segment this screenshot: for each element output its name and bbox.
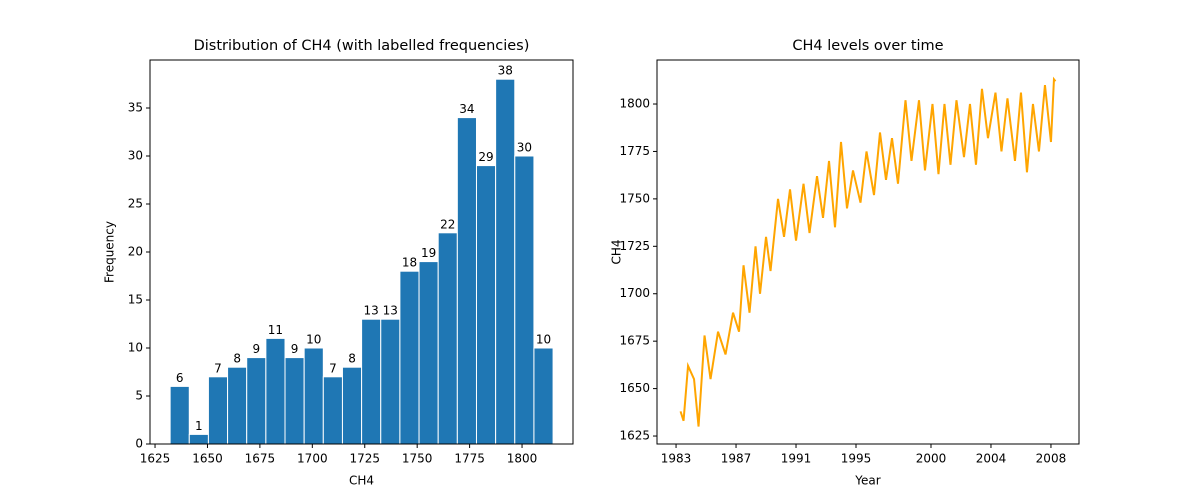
y-tick-label: 1650 xyxy=(619,381,650,395)
y-tick-label: 1750 xyxy=(619,191,650,205)
y-tick-label: 1625 xyxy=(619,429,650,443)
value-label: 10 xyxy=(536,333,551,347)
value-label: 10 xyxy=(306,333,321,347)
y-tick-label: 0 xyxy=(135,437,143,451)
x-tick-label: 1750 xyxy=(402,452,433,466)
y-tick-label: 1800 xyxy=(619,97,650,111)
value-label: 34 xyxy=(459,102,474,116)
y-tick-label: 30 xyxy=(128,149,143,163)
x-axis-label: CH4 xyxy=(349,474,374,488)
y-tick-label: 25 xyxy=(128,197,143,211)
bar xyxy=(169,385,190,445)
value-label: 29 xyxy=(478,150,493,164)
y-axis-label: CH4 xyxy=(610,239,624,264)
bar xyxy=(475,165,497,445)
value-label: 7 xyxy=(214,361,222,375)
value-label: 6 xyxy=(176,371,184,385)
value-label: 8 xyxy=(348,352,356,366)
x-tick-label: 2008 xyxy=(1036,452,1067,466)
chart-title: CH4 levels over time xyxy=(792,38,943,54)
y-tick-label: 20 xyxy=(128,245,143,259)
bar xyxy=(399,270,420,445)
x-tick-label: 1983 xyxy=(661,452,692,466)
bar xyxy=(322,376,343,445)
y-tick-label: 5 xyxy=(135,389,143,403)
bar xyxy=(380,318,401,445)
chart-title: Distribution of CH4 (with labelled frequ… xyxy=(194,38,530,54)
bar xyxy=(246,357,267,445)
y-tick-label: 35 xyxy=(128,101,143,115)
value-label: 38 xyxy=(498,64,513,78)
x-tick-label: 1650 xyxy=(192,452,223,466)
bar xyxy=(495,78,516,445)
value-label: 9 xyxy=(252,342,260,356)
x-axis-label: Year xyxy=(854,474,880,488)
y-tick-label: 1700 xyxy=(619,286,650,300)
x-tick-label: 1800 xyxy=(507,452,538,466)
bar xyxy=(418,261,439,445)
bar xyxy=(514,155,535,445)
bar xyxy=(284,357,305,445)
y-tick-label: 1725 xyxy=(619,239,650,253)
value-label: 13 xyxy=(364,304,379,318)
value-label: 9 xyxy=(291,342,299,356)
value-label: 19 xyxy=(421,246,436,260)
y-tick-label: 1675 xyxy=(619,334,650,348)
value-label: 30 xyxy=(517,141,532,155)
bar xyxy=(437,232,458,445)
x-tick-label: 1675 xyxy=(245,452,276,466)
bar xyxy=(533,347,554,445)
x-tick-label: 1700 xyxy=(297,452,328,466)
value-label: 1 xyxy=(195,419,203,433)
bar xyxy=(456,117,477,445)
bar xyxy=(303,347,324,445)
y-tick-label: 1775 xyxy=(619,144,650,158)
bar xyxy=(341,366,363,445)
x-tick-label: 2004 xyxy=(976,452,1007,466)
bar xyxy=(361,318,382,445)
value-label: 18 xyxy=(402,256,417,270)
value-label: 13 xyxy=(383,304,398,318)
y-tick-label: 15 xyxy=(128,293,143,307)
value-label: 11 xyxy=(268,323,283,337)
x-tick-label: 1995 xyxy=(841,452,872,466)
x-tick-label: 2000 xyxy=(916,452,947,466)
bar xyxy=(265,337,286,445)
value-label: 7 xyxy=(329,361,337,375)
y-axis-label: Frequency xyxy=(103,221,117,283)
y-tick-label: 10 xyxy=(128,341,143,355)
x-tick-label: 1987 xyxy=(721,452,752,466)
bar xyxy=(227,366,248,445)
plot-frame xyxy=(656,59,1080,445)
value-label: 8 xyxy=(233,352,241,366)
plot-frame xyxy=(149,59,574,445)
x-tick-label: 1725 xyxy=(349,452,380,466)
bar xyxy=(188,433,209,445)
x-tick-label: 1775 xyxy=(454,452,485,466)
x-tick-label: 1625 xyxy=(140,452,171,466)
x-tick-label: 1991 xyxy=(781,452,812,466)
bar xyxy=(207,376,229,445)
line xyxy=(679,76,1057,427)
value-label: 22 xyxy=(440,217,455,231)
